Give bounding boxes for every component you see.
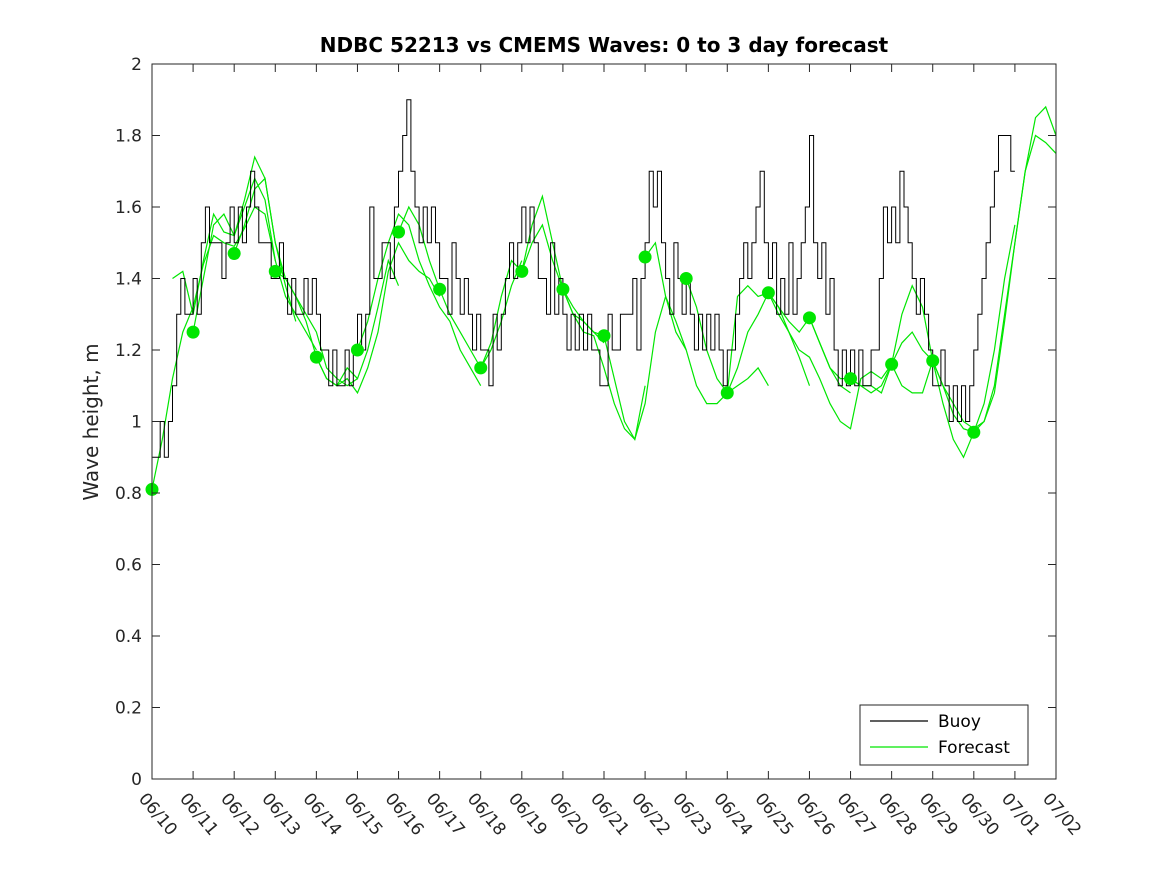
legend-label-forecast: Forecast <box>938 738 1010 758</box>
y-tick-label: 0 <box>131 770 142 790</box>
forecast-marker-11 <box>597 329 611 343</box>
x-tick-label: 06/20 <box>545 789 592 839</box>
legend: Buoy Forecast <box>859 704 1029 766</box>
x-tick-label: 06/11 <box>175 789 222 839</box>
y-tick-label: 0.2 <box>115 699 142 719</box>
forecast-line-11 <box>644 241 769 405</box>
forecast-marker-7 <box>433 282 447 296</box>
forecast-marker-12 <box>638 250 652 264</box>
forecast-marker-2 <box>227 246 241 260</box>
chart-title: NDBC 52213 vs CMEMS Waves: 0 to 3 day fo… <box>320 33 889 57</box>
x-tick-label: 06/21 <box>586 789 633 839</box>
legend-label-buoy: Buoy <box>938 712 981 732</box>
plot-clip-group <box>152 64 1056 779</box>
x-tick-label: 07/02 <box>1038 789 1085 839</box>
forecast-marker-20 <box>967 425 981 439</box>
forecast-marker-8 <box>474 361 488 375</box>
x-tick-label: 06/13 <box>257 789 304 839</box>
y-tick-label: 0.8 <box>115 484 142 504</box>
x-tick-label: 06/19 <box>504 789 551 839</box>
forecast-marker-6 <box>392 225 406 239</box>
y-tick-label: 2 <box>131 55 142 75</box>
forecast-marker-4 <box>309 350 323 364</box>
forecast-marker-5 <box>350 343 364 357</box>
y-tick-label: 1.4 <box>115 270 142 290</box>
forecast-marker-15 <box>761 286 775 300</box>
forecast-marker-1 <box>186 325 200 339</box>
x-tick-label: 06/24 <box>709 789 756 839</box>
x-tick-label: 06/16 <box>381 789 428 839</box>
forecast-marker-14 <box>720 386 734 400</box>
forecast-marker-19 <box>926 354 940 368</box>
forecast-marker-3 <box>268 264 282 278</box>
forecast-line-16 <box>850 284 975 459</box>
forecast-marker-13 <box>679 272 693 285</box>
x-tick-label: 06/30 <box>956 789 1003 839</box>
x-tick-label: 07/01 <box>997 789 1044 839</box>
forecast-marker-10 <box>556 282 570 296</box>
forecast-marker-18 <box>885 357 899 371</box>
y-tick-label: 0.4 <box>115 627 142 647</box>
legend-box <box>859 704 1029 766</box>
forecast-marker-16 <box>802 311 816 325</box>
y-axis-label: Wave height, m <box>79 343 103 500</box>
x-tick-label: 06/10 <box>134 789 181 839</box>
plot-background <box>152 64 1056 779</box>
y-tick-label: 1 <box>131 413 142 433</box>
x-tick-label: 06/22 <box>627 789 674 839</box>
forecast-marker-9 <box>515 264 529 278</box>
x-tick-label: 06/15 <box>340 789 387 839</box>
x-tick-label: 06/29 <box>915 789 962 839</box>
x-tick-label: 06/17 <box>422 789 469 839</box>
x-tick-label: 06/26 <box>792 789 839 839</box>
x-tick-label: 06/18 <box>463 789 510 839</box>
y-tick-label: 1.6 <box>115 198 142 218</box>
plot-area <box>145 64 1056 779</box>
x-tick-label: 06/14 <box>299 789 346 839</box>
y-tick-label: 1.8 <box>115 127 142 147</box>
x-tick-label: 06/28 <box>874 789 921 839</box>
x-tick-label: 06/27 <box>833 789 880 839</box>
x-tick-label: 06/25 <box>751 789 798 839</box>
buoy-line <box>152 99 1015 458</box>
x-tick-label: 06/23 <box>668 789 715 839</box>
y-tick-label: 0.6 <box>115 556 142 576</box>
x-tick-label: 06/12 <box>216 789 263 839</box>
y-tick-label: 1.2 <box>115 341 142 361</box>
forecast-marker-17 <box>844 372 858 386</box>
